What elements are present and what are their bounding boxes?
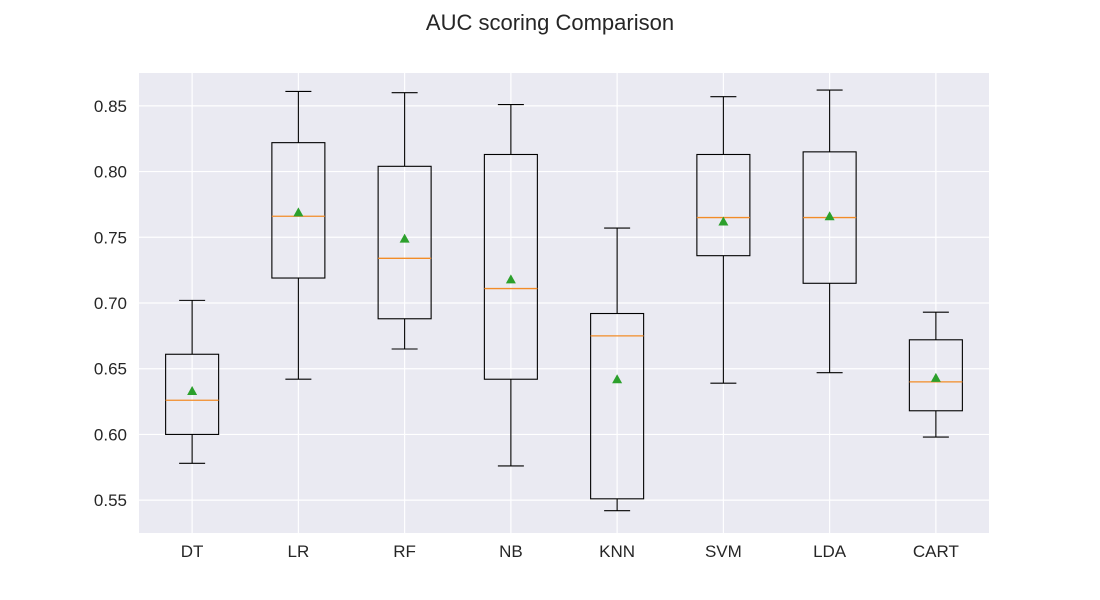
box-plot-cart xyxy=(908,311,963,438)
box-plot-knn xyxy=(590,227,645,512)
box-plot-rf xyxy=(377,92,432,350)
y-tick-label: 0.80 xyxy=(94,163,127,182)
x-tick-label: NB xyxy=(499,542,523,561)
iqr-box xyxy=(908,339,963,412)
iqr-box xyxy=(696,153,751,257)
iqr-box xyxy=(271,142,326,279)
box-plot-lda xyxy=(802,89,857,374)
x-tick-label: LR xyxy=(288,542,310,561)
mean-marker xyxy=(718,216,729,226)
y-tick-label: 0.70 xyxy=(94,294,127,313)
mean-marker xyxy=(187,386,198,396)
x-tick-label: RF xyxy=(393,542,416,561)
x-tick-label: SVM xyxy=(705,542,742,561)
iqr-box xyxy=(377,165,432,320)
iqr-box xyxy=(483,153,538,380)
chart-title: AUC scoring Comparison xyxy=(426,10,674,35)
y-tick-label: 0.65 xyxy=(94,360,127,379)
box-plot-dt xyxy=(165,299,220,464)
y-tick-label: 0.55 xyxy=(94,491,127,510)
y-tick-label: 0.60 xyxy=(94,425,127,444)
x-tick-label: DT xyxy=(181,542,204,561)
iqr-box xyxy=(590,312,645,500)
mean-marker xyxy=(399,233,410,243)
mean-marker xyxy=(505,274,516,284)
box-plot-lr xyxy=(271,90,326,380)
mean-marker xyxy=(293,207,304,217)
box-plot-svm xyxy=(696,96,751,384)
mean-marker xyxy=(612,374,623,384)
mean-marker xyxy=(930,372,941,382)
x-axis-ticks: DT LR RF NB KNN SVM LDA CART xyxy=(181,542,959,561)
mean-marker xyxy=(824,211,835,221)
box-plots xyxy=(165,89,963,512)
box-plot-nb xyxy=(483,103,538,467)
iqr-box xyxy=(165,353,220,435)
y-tick-label: 0.85 xyxy=(94,97,127,116)
y-tick-label: 0.75 xyxy=(94,228,127,247)
x-tick-label: CART xyxy=(913,542,959,561)
y-axis-ticks: 0.55 0.60 0.65 0.70 0.75 0.80 0.85 xyxy=(94,97,127,510)
x-tick-label: LDA xyxy=(813,542,847,561)
x-tick-label: KNN xyxy=(599,542,635,561)
